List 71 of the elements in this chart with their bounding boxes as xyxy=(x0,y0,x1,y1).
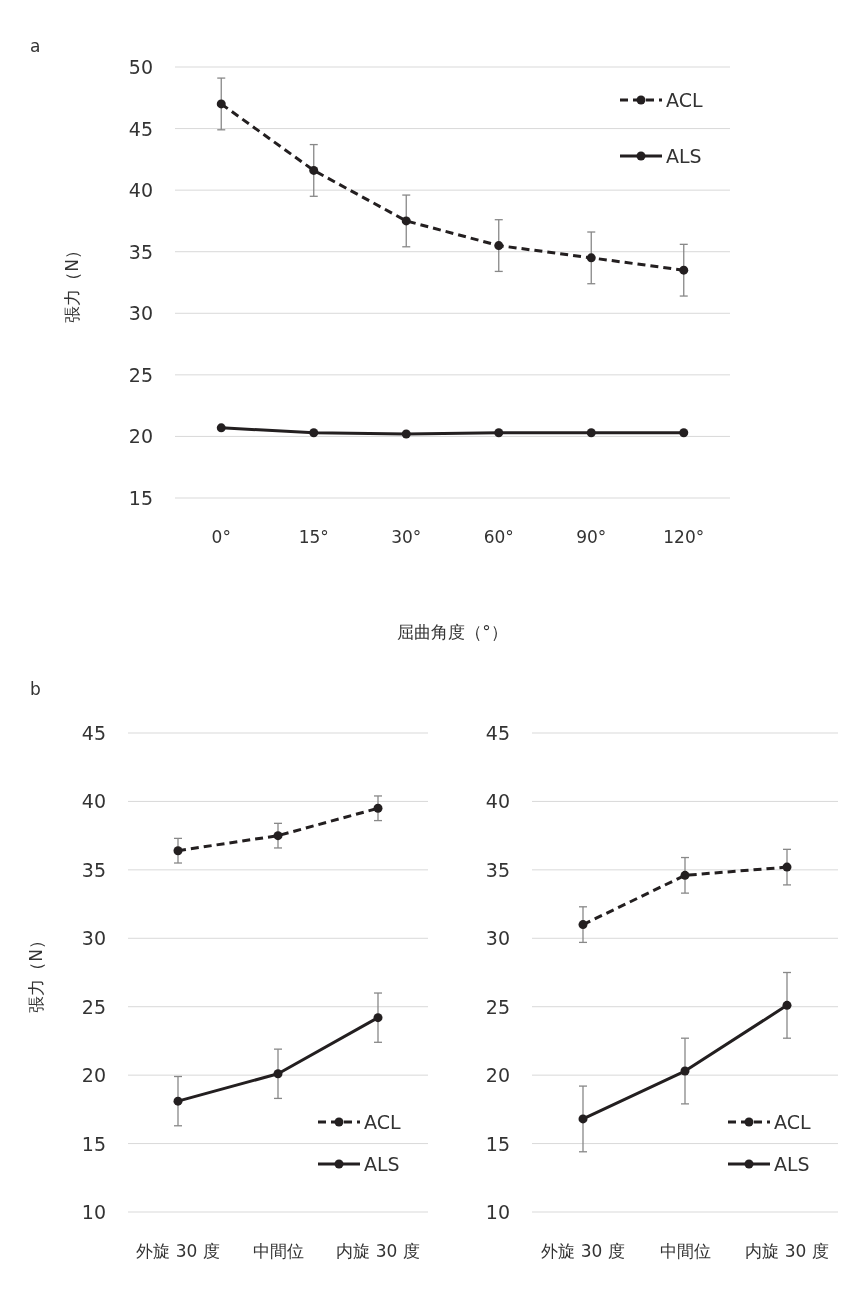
text: a xyxy=(30,36,41,56)
y-tick-label: 30 xyxy=(81,927,106,950)
y-tick-label: 10 xyxy=(485,1201,510,1223)
y-tick-label: 20 xyxy=(128,425,153,448)
x-tick-label: 30° xyxy=(391,527,422,547)
point xyxy=(679,428,689,438)
point xyxy=(782,1000,792,1010)
y-tick-label: 40 xyxy=(128,179,153,202)
y-tick-label: 50 xyxy=(128,56,153,78)
y-tick-label: 15 xyxy=(485,1132,510,1155)
point xyxy=(273,1069,283,1079)
point xyxy=(173,846,183,856)
x-tick-label: 中間位 xyxy=(252,1241,304,1261)
point xyxy=(173,1096,183,1106)
y-tick-label: 45 xyxy=(128,117,153,140)
point xyxy=(586,428,596,438)
x-tick-label: 90° xyxy=(576,527,607,547)
y-tick-label: 45 xyxy=(485,722,510,744)
x-tick-label: 120° xyxy=(663,527,705,547)
point xyxy=(680,1066,690,1076)
point xyxy=(373,803,383,813)
y-tick-label: 45 xyxy=(81,722,106,744)
x-tick-label: 内旋 30 度 xyxy=(745,1241,829,1261)
point xyxy=(273,831,283,841)
point xyxy=(216,423,226,433)
x-axis-title: 屈曲角度（°） xyxy=(397,622,508,642)
x-tick-label: 0° xyxy=(211,527,231,547)
point xyxy=(578,920,588,930)
point xyxy=(679,265,689,275)
x-tick-label: 中間位 xyxy=(659,1241,711,1261)
legend-label: ACL xyxy=(774,1111,811,1133)
x-tick-label: 60° xyxy=(483,527,514,547)
y-tick-label: 35 xyxy=(485,858,510,881)
point xyxy=(401,216,411,226)
y-tick-label: 15 xyxy=(128,487,153,509)
point xyxy=(401,429,411,439)
x-tick-label: 外旋 30 度 xyxy=(136,1241,220,1261)
y-tick-label: 35 xyxy=(81,858,106,881)
x-tick-label: 15° xyxy=(298,527,329,547)
point xyxy=(680,870,690,880)
y-axis-title: 張力（N） xyxy=(62,242,82,323)
point xyxy=(309,428,319,438)
y-tick-label: 20 xyxy=(485,1064,510,1087)
point xyxy=(373,1013,383,1023)
legend-label: ACL xyxy=(666,89,703,111)
x-tick-label: 内旋 30 度 xyxy=(336,1241,420,1261)
y-tick-label: 15 xyxy=(81,1132,106,1155)
point xyxy=(578,1114,588,1124)
x-tick-label: 外旋 30 度 xyxy=(541,1241,625,1261)
y-tick-label: 35 xyxy=(128,240,153,263)
point xyxy=(494,241,504,251)
y-tick-label: 20 xyxy=(81,1064,106,1087)
legend-label: ALS xyxy=(364,1153,400,1175)
legend-label: ALS xyxy=(774,1153,810,1175)
chart-title: b xyxy=(30,679,41,699)
point xyxy=(216,99,226,109)
y-tick-label: 40 xyxy=(81,790,106,813)
legend-label: ALS xyxy=(666,145,702,167)
legend-label: ACL xyxy=(364,1111,401,1133)
y-tick-label: 30 xyxy=(485,927,510,950)
y-tick-label: 25 xyxy=(81,995,106,1018)
y-tick-label: 30 xyxy=(128,302,153,325)
point xyxy=(309,165,319,175)
y-axis-title: 張力（N） xyxy=(26,932,46,1013)
y-tick-label: 25 xyxy=(485,995,510,1018)
y-tick-label: 10 xyxy=(81,1201,106,1223)
point xyxy=(782,862,792,872)
y-tick-label: 40 xyxy=(485,790,510,813)
y-tick-label: 25 xyxy=(128,363,153,386)
point xyxy=(494,428,504,438)
point xyxy=(586,253,596,263)
